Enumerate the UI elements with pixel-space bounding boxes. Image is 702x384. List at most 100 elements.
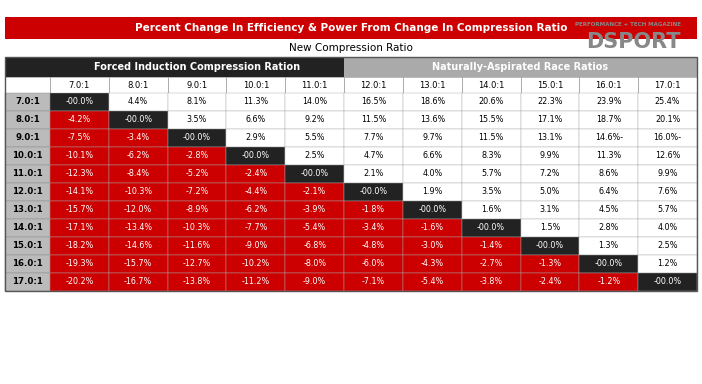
Text: -14.6%: -14.6%: [124, 242, 152, 250]
Bar: [50, 273, 109, 291]
Text: -8.9%: -8.9%: [185, 205, 208, 215]
Text: 20.1%: 20.1%: [655, 116, 680, 124]
Bar: [168, 237, 227, 255]
Bar: [344, 93, 403, 111]
Bar: [285, 111, 344, 129]
Text: 8.0:1: 8.0:1: [128, 81, 149, 89]
Bar: [638, 273, 697, 291]
Bar: [168, 255, 227, 273]
Text: 12.0:1: 12.0:1: [12, 187, 43, 197]
Bar: [285, 77, 344, 93]
Text: -00.0%: -00.0%: [595, 260, 623, 268]
Text: -8.0%: -8.0%: [303, 260, 326, 268]
Bar: [227, 237, 285, 255]
Text: 17.0:1: 17.0:1: [12, 278, 43, 286]
Text: PERFORMANCE + TECH MAGAZINE: PERFORMANCE + TECH MAGAZINE: [575, 22, 681, 28]
Text: -7.2%: -7.2%: [185, 187, 208, 197]
Bar: [285, 129, 344, 147]
Text: -00.0%: -00.0%: [359, 187, 388, 197]
Text: 1.3%: 1.3%: [599, 242, 619, 250]
Text: 16.0%-: 16.0%-: [654, 134, 682, 142]
Bar: [285, 165, 344, 183]
Bar: [521, 147, 579, 165]
Bar: [403, 255, 462, 273]
Text: 13.0:1: 13.0:1: [12, 205, 43, 215]
Bar: [50, 129, 109, 147]
Text: 9.2%: 9.2%: [305, 116, 325, 124]
Bar: [50, 237, 109, 255]
Text: 20.6%: 20.6%: [479, 98, 504, 106]
Bar: [579, 129, 638, 147]
Text: 7.7%: 7.7%: [363, 134, 384, 142]
Bar: [168, 273, 227, 291]
Text: -4.4%: -4.4%: [244, 187, 267, 197]
Text: -1.3%: -1.3%: [538, 260, 562, 268]
Text: -1.4%: -1.4%: [479, 242, 503, 250]
Bar: [285, 237, 344, 255]
Bar: [50, 219, 109, 237]
Bar: [168, 183, 227, 201]
Text: -2.8%: -2.8%: [185, 152, 208, 161]
Text: 1.2%: 1.2%: [657, 260, 677, 268]
Text: -5.4%: -5.4%: [420, 278, 444, 286]
Bar: [521, 201, 579, 219]
Bar: [285, 219, 344, 237]
Text: -7.7%: -7.7%: [244, 223, 267, 232]
Bar: [168, 147, 227, 165]
Bar: [521, 93, 579, 111]
Bar: [521, 183, 579, 201]
Text: 3.5%: 3.5%: [481, 187, 501, 197]
Bar: [5, 111, 50, 129]
Bar: [462, 165, 521, 183]
Text: 11.5%: 11.5%: [479, 134, 504, 142]
Bar: [285, 93, 344, 111]
Bar: [344, 237, 403, 255]
Bar: [5, 273, 50, 291]
Text: 11.5%: 11.5%: [361, 116, 386, 124]
Bar: [403, 93, 462, 111]
Bar: [168, 165, 227, 183]
Text: 13.0:1: 13.0:1: [419, 81, 446, 89]
Text: -16.7%: -16.7%: [124, 278, 152, 286]
Bar: [5, 17, 697, 39]
Text: -11.2%: -11.2%: [241, 278, 270, 286]
Bar: [403, 183, 462, 201]
Bar: [521, 77, 579, 93]
Bar: [521, 273, 579, 291]
Bar: [344, 57, 697, 77]
Text: -5.2%: -5.2%: [185, 169, 208, 179]
Bar: [5, 165, 50, 183]
Bar: [579, 93, 638, 111]
Bar: [109, 111, 168, 129]
Bar: [344, 183, 403, 201]
Bar: [5, 255, 50, 273]
Text: -4.3%: -4.3%: [420, 260, 444, 268]
Bar: [5, 129, 50, 147]
Bar: [462, 255, 521, 273]
Bar: [227, 201, 285, 219]
Text: -4.2%: -4.2%: [68, 116, 91, 124]
Text: 7.6%: 7.6%: [657, 187, 677, 197]
Bar: [403, 111, 462, 129]
Bar: [638, 183, 697, 201]
Bar: [638, 237, 697, 255]
Bar: [344, 255, 403, 273]
Text: 5.7%: 5.7%: [481, 169, 501, 179]
Text: -15.7%: -15.7%: [65, 205, 93, 215]
Bar: [638, 219, 697, 237]
Text: 11.0:1: 11.0:1: [301, 81, 328, 89]
Bar: [5, 183, 50, 201]
Text: 14.0:1: 14.0:1: [12, 223, 43, 232]
Bar: [403, 129, 462, 147]
Text: -20.2%: -20.2%: [65, 278, 93, 286]
Text: 7.0:1: 7.0:1: [15, 98, 40, 106]
Text: 2.1%: 2.1%: [364, 169, 384, 179]
Bar: [579, 255, 638, 273]
Bar: [50, 147, 109, 165]
Text: -17.1%: -17.1%: [65, 223, 93, 232]
Bar: [344, 129, 403, 147]
Text: 18.7%: 18.7%: [596, 116, 621, 124]
Bar: [579, 219, 638, 237]
Text: -10.3%: -10.3%: [124, 187, 152, 197]
Text: 13.1%: 13.1%: [537, 134, 562, 142]
